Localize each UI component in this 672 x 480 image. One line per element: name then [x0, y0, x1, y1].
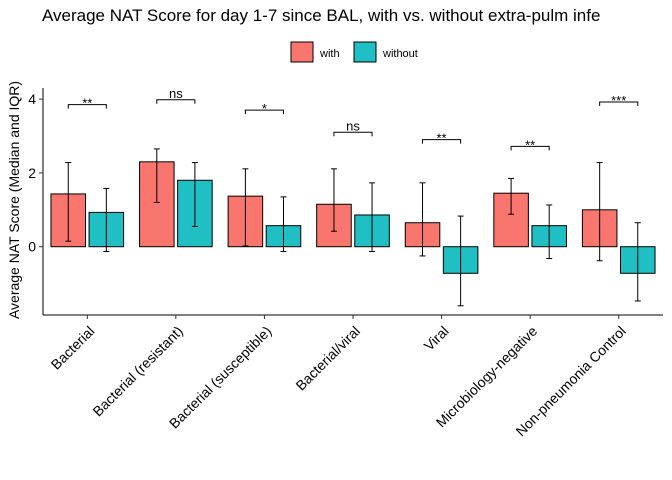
y-tick-label: 4: [28, 91, 36, 107]
significance-label: **: [525, 137, 535, 152]
x-tick-label: Microbiology-negative: [433, 323, 541, 431]
chart-title: Average NAT Score for day 1-7 since BAL,…: [42, 6, 600, 25]
x-tick-label: Bacterial (susceptible): [166, 323, 275, 432]
significance-label: ns: [169, 86, 183, 101]
x-tick-label: Bacterial (resistant): [89, 323, 186, 420]
significance-bracket: [422, 139, 462, 144]
significance-bracket: [510, 145, 550, 151]
legend-swatch-with: [290, 41, 314, 63]
significance-bracket: [599, 101, 639, 107]
y-tick-label: 0: [28, 239, 36, 255]
significance-bracket: [244, 109, 284, 115]
legend-swatch-without: [353, 41, 377, 63]
significance-label: **: [82, 96, 92, 111]
significance-bracket: [333, 131, 373, 137]
x-tick-label: Bacterial/viral: [292, 323, 363, 394]
significance-bracket: [156, 99, 196, 104]
legend: with without: [290, 41, 418, 63]
y-axis-title: Average NAT Score (Median and IQR): [6, 81, 22, 319]
significance-label: ***: [611, 93, 626, 108]
significance-label: *: [262, 101, 267, 116]
legend-label-without: without: [382, 48, 418, 60]
significance-label: **: [437, 131, 447, 146]
legend-label-with: with: [319, 48, 340, 60]
x-tick-label: Bacterial: [48, 323, 98, 373]
y-tick-label: 2: [28, 165, 36, 181]
significance-label: ns: [346, 118, 360, 133]
significance-bracket: [67, 104, 107, 109]
x-tick-label: Viral: [421, 323, 452, 354]
